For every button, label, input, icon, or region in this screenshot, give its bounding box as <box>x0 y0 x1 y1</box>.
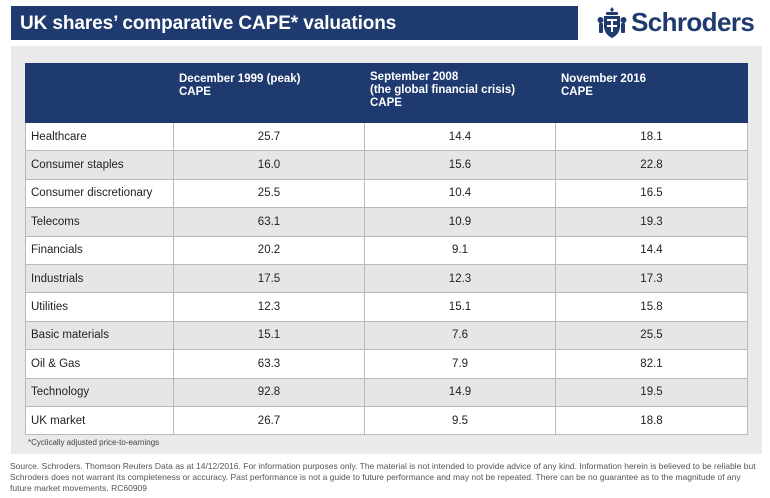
table-header-row: December 1999 (peak) CAPE September 2008… <box>25 63 748 123</box>
cape-nov2016-cell: 15.8 <box>555 292 748 322</box>
page-title: UK shares’ comparative CAPE* valuations <box>20 13 397 34</box>
column-header-line: CAPE <box>561 86 593 98</box>
table-row: Oil & Gas 63.3 7.9 82.1 <box>25 349 748 379</box>
cape-nov2016-cell: 19.3 <box>555 207 748 237</box>
table-row: Healthcare 25.7 14.4 18.1 <box>25 121 748 152</box>
table-row: UK market 26.7 9.5 18.8 <box>25 405 748 436</box>
cape-sep2008-cell: 7.6 <box>364 320 556 351</box>
table-row: Industrials 17.5 12.3 17.3 <box>25 263 748 294</box>
sector-cell: Financials <box>25 235 174 265</box>
sector-cell: Utilities <box>25 292 174 322</box>
column-header-line: CAPE <box>179 86 211 98</box>
cape-sep2008-cell: 14.4 <box>364 121 556 152</box>
column-header-line: September 2008 <box>370 71 459 83</box>
sector-cell: Technology <box>25 377 174 407</box>
cape-dec1999-cell: 63.1 <box>173 207 365 237</box>
sector-cell: Oil & Gas <box>25 349 174 379</box>
cape-nov2016-cell: 17.3 <box>555 263 748 294</box>
source-line: Schroders does not warrant its completen… <box>10 472 741 482</box>
cape-sep2008-cell: 7.9 <box>364 349 556 379</box>
column-header-line: November 2016 <box>561 73 647 85</box>
table-row: Financials 20.2 9.1 14.4 <box>25 235 748 265</box>
source-line: Source. Schroders. Thomson Reuters Data … <box>10 461 756 471</box>
column-header-nov2016: November 2016 CAPE <box>555 63 748 123</box>
cape-sep2008-cell: 10.4 <box>364 178 556 209</box>
cape-dec1999-cell: 92.8 <box>173 377 365 407</box>
sector-cell: Telecoms <box>25 207 174 237</box>
column-header-line: CAPE <box>370 97 402 109</box>
brand-name: Schroders <box>631 7 755 37</box>
sector-cell: UK market <box>25 405 174 436</box>
sector-cell: Consumer staples <box>25 150 174 180</box>
sector-cell: Consumer discretionary <box>25 178 174 209</box>
column-header-line: (the global financial crisis) <box>370 84 516 96</box>
cape-dec1999-cell: 15.1 <box>173 320 365 351</box>
cape-sep2008-cell: 10.9 <box>364 207 556 237</box>
column-header-sector <box>25 63 174 123</box>
sector-cell: Healthcare <box>25 121 174 152</box>
cape-dec1999-cell: 17.5 <box>173 263 365 294</box>
cape-nov2016-cell: 14.4 <box>555 235 748 265</box>
brand-logo: Schroders <box>597 4 762 42</box>
table-row: Consumer staples 16.0 15.6 22.8 <box>25 150 748 180</box>
cape-sep2008-cell: 9.5 <box>364 405 556 436</box>
cape-nov2016-cell: 18.1 <box>555 121 748 152</box>
cape-dec1999-cell: 12.3 <box>173 292 365 322</box>
cape-sep2008-cell: 12.3 <box>364 263 556 294</box>
footnote: *Cyclically adjusted price-to-earnings <box>28 438 160 447</box>
cape-sep2008-cell: 9.1 <box>364 235 556 265</box>
cape-dec1999-cell: 26.7 <box>173 405 365 436</box>
column-header-dec1999: December 1999 (peak) CAPE <box>173 63 365 123</box>
source-line: future market movements. RC60909 <box>10 483 148 493</box>
cape-dec1999-cell: 16.0 <box>173 150 365 180</box>
cape-sep2008-cell: 15.6 <box>364 150 556 180</box>
cape-nov2016-cell: 16.5 <box>555 178 748 209</box>
column-header-line: December 1999 (peak) <box>179 73 301 85</box>
sector-cell: Basic materials <box>25 320 174 351</box>
source-disclaimer: Source. Schroders. Thomson Reuters Data … <box>10 461 762 494</box>
cape-dec1999-cell: 25.7 <box>173 121 365 152</box>
table-row: Consumer discretionary 25.5 10.4 16.5 <box>25 178 748 209</box>
schroders-crest-icon <box>597 7 627 38</box>
cape-dec1999-cell: 25.5 <box>173 178 365 209</box>
cape-nov2016-cell: 22.8 <box>555 150 748 180</box>
title-bar: UK shares’ comparative CAPE* valuations <box>11 6 578 40</box>
cape-sep2008-cell: 14.9 <box>364 377 556 407</box>
cape-dec1999-cell: 20.2 <box>173 235 365 265</box>
cape-nov2016-cell: 25.5 <box>555 320 748 351</box>
cape-dec1999-cell: 63.3 <box>173 349 365 379</box>
cape-sep2008-cell: 15.1 <box>364 292 556 322</box>
table-row: Utilities 12.3 15.1 15.8 <box>25 292 748 322</box>
table-row: Basic materials 15.1 7.6 25.5 <box>25 320 748 351</box>
content-panel: December 1999 (peak) CAPE September 2008… <box>11 46 762 454</box>
table-row: Technology 92.8 14.9 19.5 <box>25 377 748 407</box>
cape-nov2016-cell: 19.5 <box>555 377 748 407</box>
table-row: Telecoms 63.1 10.9 19.3 <box>25 207 748 237</box>
sector-cell: Industrials <box>25 263 174 294</box>
cape-nov2016-cell: 82.1 <box>555 349 748 379</box>
column-header-sep2008: September 2008 (the global financial cri… <box>364 63 556 123</box>
cape-table: December 1999 (peak) CAPE September 2008… <box>25 63 748 436</box>
cape-nov2016-cell: 18.8 <box>555 405 748 436</box>
